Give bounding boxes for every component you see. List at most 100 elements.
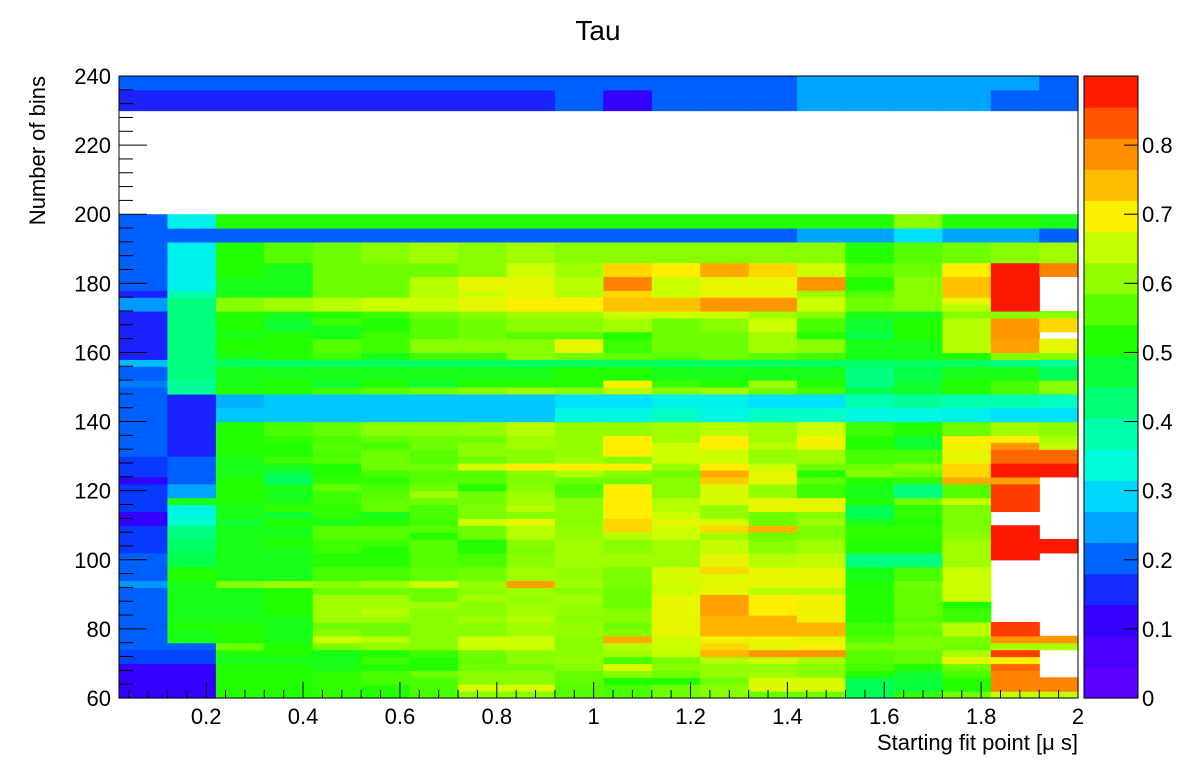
heatmap-cell	[893, 310, 943, 319]
heatmap-cell	[167, 428, 217, 436]
heatmap-cell	[942, 373, 992, 381]
heatmap-cell	[312, 352, 362, 360]
heatmap-cell	[748, 442, 798, 450]
heatmap-cell	[942, 449, 992, 457]
heatmap-cell	[215, 511, 265, 519]
heatmap-cell	[361, 241, 411, 250]
heatmap-cell	[361, 684, 411, 692]
heatmap-cell	[312, 587, 362, 595]
heatmap-cell	[845, 677, 895, 685]
heatmap-cell	[554, 373, 604, 381]
heatmap-cell	[458, 400, 508, 409]
heatmap-cell	[554, 456, 604, 464]
heatmap-cell	[1039, 255, 1079, 264]
heatmap-cell	[845, 594, 895, 602]
heatmap-cell	[942, 663, 992, 671]
heatmap-cell	[215, 366, 265, 374]
heatmap-cell	[215, 573, 265, 582]
heatmap-cell	[554, 621, 604, 630]
heatmap-cell	[264, 621, 314, 630]
heatmap-cell	[700, 380, 750, 388]
heatmap-cell	[893, 615, 943, 623]
heatmap-cell	[361, 594, 411, 602]
heatmap-cell	[700, 317, 750, 326]
heatmap-cell	[458, 276, 508, 284]
heatmap-cell	[603, 435, 653, 443]
heatmap-cell	[1039, 228, 1079, 236]
palette-tick-label: 0.6	[1142, 271, 1173, 296]
heatmap-cell	[215, 310, 265, 319]
heatmap-cell	[554, 684, 604, 692]
heatmap-cell	[603, 414, 653, 423]
heatmap-cell	[361, 456, 411, 464]
heatmap-cell	[797, 234, 847, 243]
heatmap-cell	[651, 276, 701, 284]
y-tick-label: 100	[74, 548, 111, 573]
heatmap-cell	[603, 504, 653, 512]
heatmap-cell	[264, 338, 314, 347]
heatmap-cell	[361, 421, 411, 430]
heatmap-cell	[700, 635, 750, 644]
heatmap-cell	[167, 545, 217, 554]
heatmap-cell	[942, 76, 992, 91]
heatmap-cell	[119, 89, 169, 112]
heatmap-cell	[797, 345, 847, 354]
heatmap-cell	[603, 490, 653, 499]
heatmap-cell	[893, 269, 943, 278]
heatmap-cell	[409, 262, 459, 271]
heatmap-cell	[893, 456, 943, 464]
heatmap-cell	[409, 255, 459, 264]
heatmap-cell	[215, 691, 265, 699]
heatmap-cell	[651, 352, 701, 360]
heatmap-cell	[942, 421, 992, 430]
heatmap-cell	[893, 642, 943, 651]
heatmap-cell	[893, 421, 943, 430]
heatmap-cell	[361, 359, 411, 367]
heatmap-cell	[1039, 387, 1079, 395]
heatmap-cell	[119, 435, 169, 443]
heatmap-cell	[119, 580, 169, 589]
heatmap-cell	[554, 283, 604, 291]
heatmap-cell	[312, 338, 362, 347]
heatmap-cell	[942, 525, 992, 533]
heatmap-cell	[409, 628, 459, 637]
heatmap-cell	[264, 297, 314, 305]
heatmap-cell	[845, 234, 895, 243]
heatmap-cell	[893, 469, 943, 478]
heatmap-cell	[942, 476, 992, 485]
heatmap-cell	[797, 214, 847, 222]
heatmap-cell	[845, 366, 895, 374]
heatmap-cell	[748, 663, 798, 671]
heatmap-cell	[264, 400, 314, 409]
heatmap-cell	[603, 345, 653, 354]
heatmap-cell	[119, 324, 169, 333]
heatmap-cell	[893, 407, 943, 416]
heatmap-cell	[990, 331, 1040, 340]
heatmap-cell	[893, 359, 943, 367]
heatmap-cell	[554, 545, 604, 554]
heatmap-cell	[361, 691, 411, 699]
heatmap-cell	[458, 297, 508, 305]
heatmap-cell	[748, 449, 798, 457]
heatmap-cell	[506, 608, 556, 616]
heatmap-cell	[312, 407, 362, 416]
heatmap-cell	[990, 483, 1040, 492]
heatmap-cell	[700, 352, 750, 360]
heatmap-cell	[603, 283, 653, 291]
heatmap-cell	[409, 283, 459, 291]
heatmap-cell	[215, 539, 265, 547]
heatmap-cell	[458, 269, 508, 278]
heatmap-cell	[409, 290, 459, 298]
heatmap-cell	[1039, 428, 1079, 436]
heatmap-cell	[215, 297, 265, 305]
heatmap-cell	[603, 255, 653, 264]
heatmap-cell	[458, 387, 508, 395]
heatmap-cell	[845, 262, 895, 271]
heatmap-cell	[554, 628, 604, 637]
heatmap-cell	[506, 221, 556, 229]
heatmap-cell	[554, 276, 604, 284]
heatmap-cell	[748, 214, 798, 222]
heatmap-cell	[409, 559, 459, 568]
heatmap-cell	[1039, 463, 1079, 471]
heatmap-cell	[458, 476, 508, 485]
